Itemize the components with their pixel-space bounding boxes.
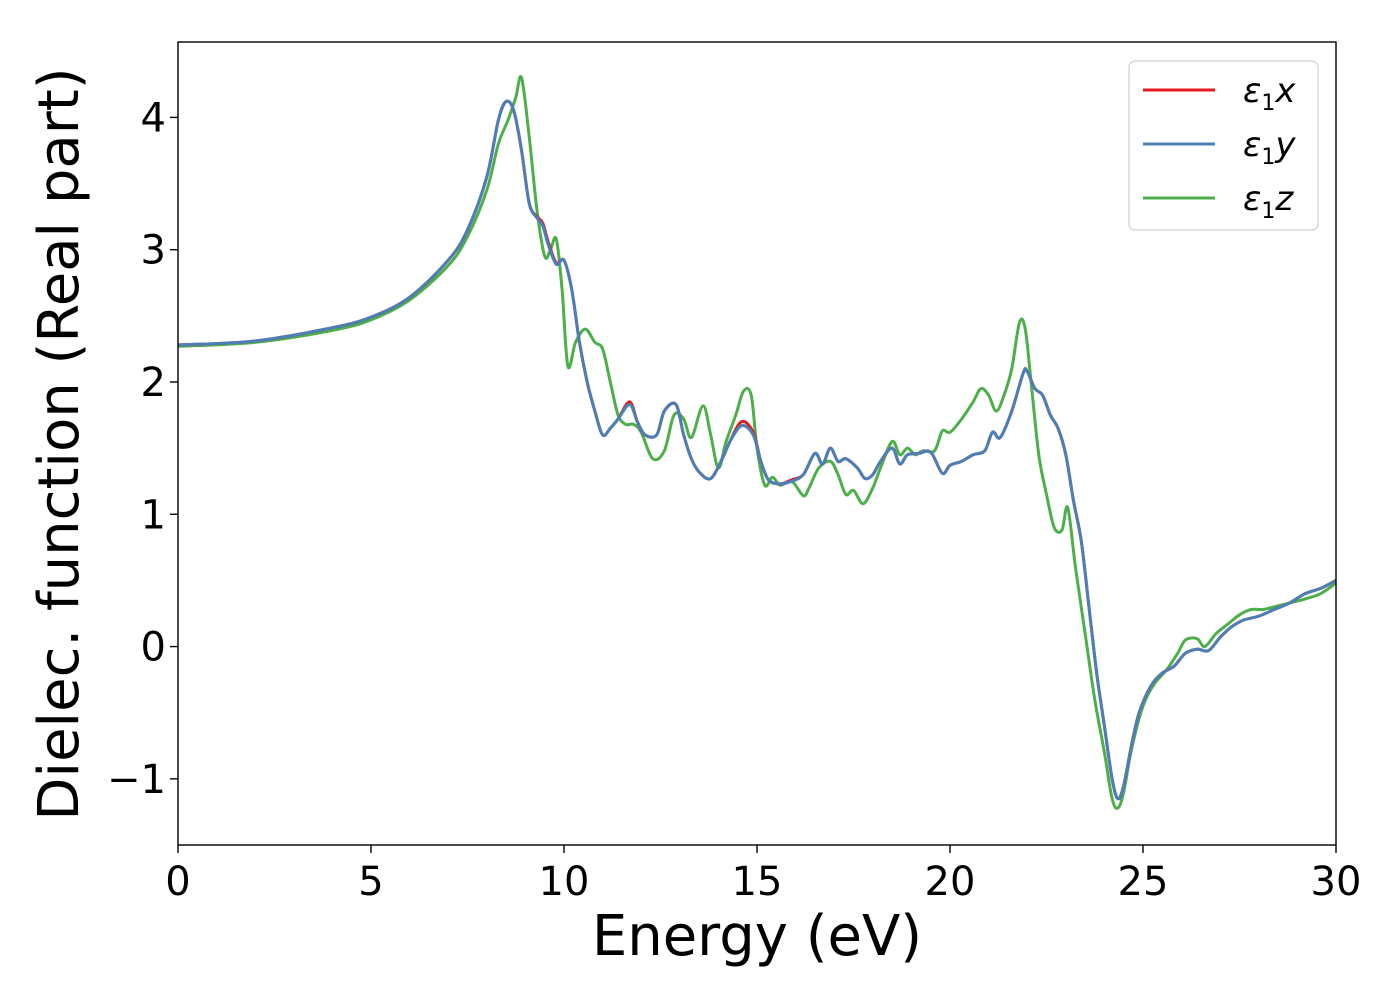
legend: ε1x ε1y ε1z [1128,60,1319,231]
x-tick-label: 30 [1311,859,1362,905]
y-tick-label: 3 [141,228,166,274]
x-tick-label: 10 [539,859,590,905]
x-tick-label: 25 [1118,859,1169,905]
x-tick-label: 5 [358,859,383,905]
series-line-1 [178,99,1336,801]
y-tick-label: 4 [141,95,166,141]
y-axis-label: Dielec. function (Real part) [27,67,92,820]
legend-box [1128,60,1319,231]
series-group [178,74,1336,810]
y-axis-ticks: −1 0 1 2 3 4 [107,95,178,803]
legend-label-0: ε1x [1243,71,1296,116]
y-tick-label: 1 [141,492,166,538]
y-tick-label: −1 [107,757,166,803]
x-axis-label: Energy (eV) [592,904,922,969]
legend-label-2: ε1z [1243,179,1294,224]
y-tick-label: 0 [141,625,166,671]
x-tick-label: 15 [732,859,783,905]
x-tick-label: 0 [165,859,190,905]
y-tick-label: 2 [141,360,166,406]
legend-label-1: ε1y [1243,125,1296,170]
x-tick-label: 20 [925,859,976,905]
x-axis-ticks: 0 5 10 15 20 25 30 [165,845,1361,905]
